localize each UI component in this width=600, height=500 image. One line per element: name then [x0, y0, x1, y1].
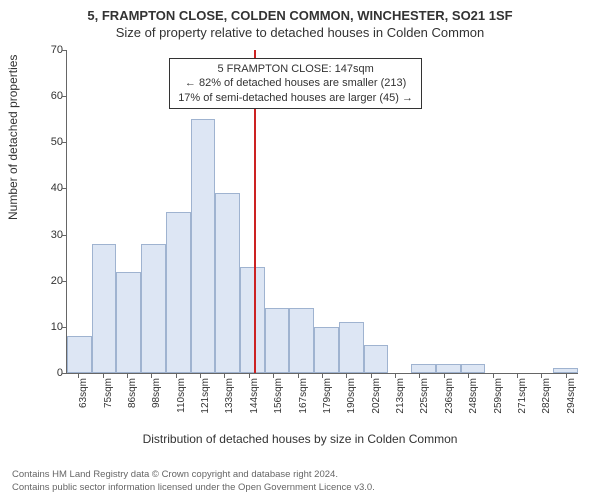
x-tick: 179sqm	[310, 374, 334, 430]
y-tick-label: 20	[37, 275, 63, 287]
x-tick: 213sqm	[383, 374, 407, 430]
y-tick-label: 40	[37, 182, 63, 194]
x-tick-label: 259sqm	[493, 378, 504, 414]
y-tick-mark	[62, 96, 67, 97]
x-tick-label: 110sqm	[176, 378, 187, 413]
x-tick-label: 63sqm	[78, 378, 89, 408]
y-tick-mark	[62, 327, 67, 328]
bar	[461, 364, 486, 373]
bar	[364, 345, 389, 373]
x-tick: 63sqm	[66, 374, 90, 430]
bar	[436, 364, 461, 373]
x-tick-label: 86sqm	[127, 378, 138, 408]
x-tick-label: 213sqm	[395, 378, 406, 414]
plot-area: 5 FRAMPTON CLOSE: 147sqm ← 82% of detach…	[66, 50, 578, 374]
y-tick-mark	[62, 188, 67, 189]
x-tick: 144sqm	[237, 374, 261, 430]
x-tick: 248sqm	[456, 374, 480, 430]
bar	[166, 212, 191, 374]
x-tick-label: 248sqm	[468, 378, 479, 414]
chart-container: 5, FRAMPTON CLOSE, COLDEN COMMON, WINCHE…	[0, 0, 600, 500]
y-tick-mark	[62, 281, 67, 282]
y-tick-label: 70	[37, 44, 63, 56]
x-tick-label: 156sqm	[273, 378, 284, 414]
footer-line2: Contains public sector information licen…	[12, 482, 588, 494]
x-tick: 225sqm	[407, 374, 431, 430]
x-tick: 121sqm	[188, 374, 212, 430]
x-tick-label: 144sqm	[249, 378, 260, 414]
bar	[289, 308, 314, 373]
x-tick: 190sqm	[334, 374, 358, 430]
x-tick-label: 75sqm	[103, 378, 114, 408]
footer-line1: Contains HM Land Registry data © Crown c…	[12, 469, 588, 481]
x-tick: 259sqm	[480, 374, 504, 430]
bar	[92, 244, 117, 373]
x-tick: 156sqm	[261, 374, 285, 430]
bar	[215, 193, 240, 373]
annotation-line1: 5 FRAMPTON CLOSE: 147sqm	[178, 62, 413, 76]
x-tick: 236sqm	[432, 374, 456, 430]
x-tick-label: 294sqm	[566, 378, 577, 414]
y-tick-mark	[62, 142, 67, 143]
x-axis-label: Distribution of detached houses by size …	[12, 432, 588, 446]
y-tick-label: 30	[37, 229, 63, 241]
y-tick-label: 10	[37, 321, 63, 333]
x-tick-label: 167sqm	[298, 378, 309, 414]
x-tick-label: 98sqm	[151, 378, 162, 408]
bar	[191, 119, 216, 373]
annotation-line2: ← 82% of detached houses are smaller (21…	[178, 76, 413, 90]
x-tick: 133sqm	[212, 374, 236, 430]
bar	[553, 368, 578, 373]
chart-title-sub: Size of property relative to detached ho…	[12, 25, 588, 40]
y-tick-mark	[62, 235, 67, 236]
bar	[141, 244, 166, 373]
bar	[314, 327, 339, 373]
x-tick: 110sqm	[164, 374, 188, 430]
bar	[265, 308, 290, 373]
y-tick-label: 50	[37, 136, 63, 148]
chart-wrap: 5 FRAMPTON CLOSE: 147sqm ← 82% of detach…	[66, 44, 578, 430]
x-tick-label: 271sqm	[517, 378, 528, 414]
x-tick-label: 179sqm	[322, 378, 333, 414]
x-tick: 202sqm	[359, 374, 383, 430]
chart-title-main: 5, FRAMPTON CLOSE, COLDEN COMMON, WINCHE…	[12, 8, 588, 23]
x-ticks: 63sqm 75sqm 86sqm 98sqm 110sqm 121sqm 133sqm 14…	[66, 374, 578, 430]
y-tick-label: 0	[37, 367, 63, 379]
x-tick: 294sqm	[554, 374, 578, 430]
x-tick: 282sqm	[529, 374, 553, 430]
x-tick-label: 202sqm	[371, 378, 382, 414]
x-tick-label: 225sqm	[419, 378, 430, 414]
x-tick-label: 282sqm	[541, 378, 552, 414]
y-tick-mark	[62, 50, 67, 51]
x-tick: 86sqm	[115, 374, 139, 430]
x-tick-label: 190sqm	[346, 378, 357, 414]
bar	[240, 267, 265, 373]
y-axis-label: Number of detached properties	[6, 55, 20, 220]
bar	[411, 364, 436, 373]
bar	[67, 336, 92, 373]
x-tick: 167sqm	[285, 374, 309, 430]
x-tick-label: 236sqm	[444, 378, 455, 414]
x-tick: 271sqm	[505, 374, 529, 430]
footer: Contains HM Land Registry data © Crown c…	[12, 469, 588, 494]
y-tick-label: 60	[37, 90, 63, 102]
x-tick-label: 121sqm	[200, 378, 211, 414]
annotation-line3: 17% of semi-detached houses are larger (…	[178, 91, 413, 105]
annotation-box: 5 FRAMPTON CLOSE: 147sqm ← 82% of detach…	[169, 58, 422, 109]
bar	[116, 272, 141, 374]
x-tick: 98sqm	[139, 374, 163, 430]
x-tick-label: 133sqm	[224, 378, 235, 414]
bar	[339, 322, 364, 373]
x-tick: 75sqm	[90, 374, 114, 430]
